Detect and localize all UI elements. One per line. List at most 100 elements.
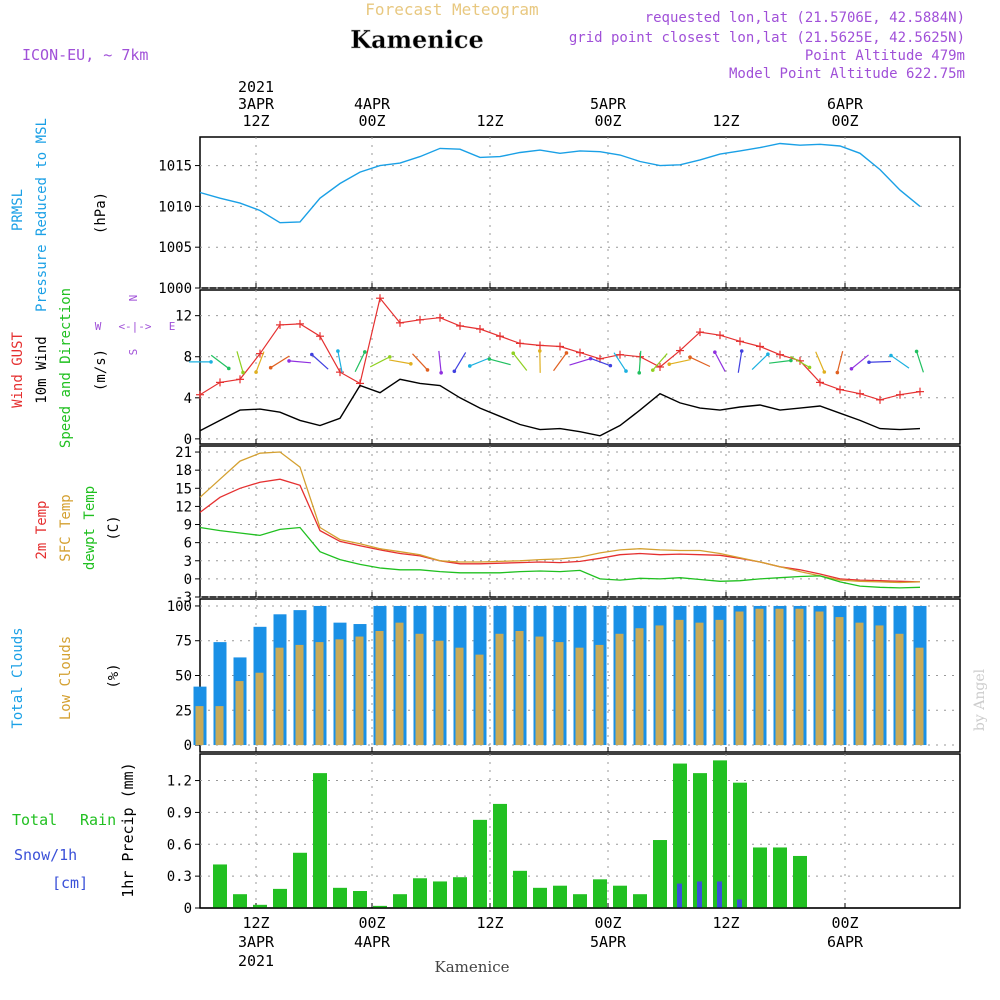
arrow-head (287, 359, 291, 363)
wind-speed-line (199, 378, 921, 437)
y-tick-label: 3 (184, 554, 192, 570)
bottom-axis-label: 00Z (831, 914, 858, 932)
arrow-shaft (469, 357, 491, 367)
top-axis-label: 12Z (476, 112, 503, 130)
low-cloud-bar (795, 608, 804, 746)
arrow-head (667, 362, 672, 366)
arrow-head (425, 368, 430, 372)
arrow-head (713, 350, 717, 354)
arrow-head (254, 370, 258, 374)
pressure-label-2: Pressure Reduced to MSL (34, 118, 50, 312)
rain-bar (453, 877, 467, 908)
rain-bar (713, 760, 727, 908)
wind-direction-arrow (835, 351, 844, 375)
arrow-head (608, 363, 613, 368)
temp-sfc-line (199, 451, 921, 584)
y-tick-label: 0 (184, 738, 192, 754)
gust-line-point (216, 378, 224, 387)
low-cloud-bar (415, 633, 424, 746)
temp-2m-line (199, 478, 921, 583)
rain-bar (373, 905, 387, 908)
wind-direction-arrow (569, 356, 593, 366)
arrow-shaft (553, 352, 567, 372)
low-cloud-bar (675, 619, 684, 746)
wind-direction-arrow (867, 360, 892, 365)
rain-bar (213, 864, 227, 908)
wind-direction-arrow (553, 351, 569, 372)
y-tick-label: 15 (175, 481, 192, 497)
wind-direction-arrow (613, 352, 628, 373)
cloud-unit: (%) (106, 663, 122, 688)
rain-bar (573, 894, 587, 908)
chart-panels: 100010051010101504812-303691215182102550… (158, 136, 961, 917)
compass-w: W (95, 320, 102, 333)
gust-line-point (276, 320, 284, 329)
arrow-head (226, 366, 231, 371)
arrow-head (650, 368, 655, 372)
y-tick-label: 4 (184, 391, 192, 407)
y-tick-label: 0 (184, 432, 192, 448)
arrow-shaft (613, 352, 627, 372)
low-cloud-bar (335, 639, 344, 746)
wind-direction-arrow (511, 351, 528, 371)
y-tick-label: 9 (184, 518, 192, 534)
low-cloud-bar (775, 608, 784, 746)
wind-direction-arrow (914, 349, 924, 373)
temp-label-2: SFC Temp (58, 494, 74, 561)
wind-direction-arrow (287, 359, 312, 364)
panel-frame (199, 445, 961, 598)
arrow-shaft (751, 353, 769, 370)
gust-line-point (196, 390, 204, 399)
temp-unit: (C) (106, 515, 122, 540)
top-axis-label: 12Z (242, 112, 269, 130)
panel-precipitation: 0 0.3 0.6 0.9 1.2 (167, 753, 961, 917)
wind-label-3: Speed and Direction (58, 288, 74, 448)
arrow-shaft (868, 360, 892, 363)
arrow-head (209, 360, 213, 364)
y-tick-label: 21 (175, 445, 192, 461)
arrow-shaft (638, 350, 642, 373)
low-cloud-bar (695, 622, 704, 746)
arrow-shaft (652, 353, 668, 371)
arrow-shaft (453, 352, 467, 372)
y-tick-label: 75 (175, 634, 192, 650)
arrow-shaft (389, 359, 411, 365)
wind-label-1: Wind GUST (10, 332, 26, 408)
arrow-head (336, 349, 340, 353)
low-cloud-bar (755, 608, 764, 746)
wind-direction-arrow (849, 354, 869, 371)
top-axis-label: 3APR (238, 95, 275, 113)
arrow-head (807, 365, 812, 370)
panel-pressure: 1000 1005 1010 1015 (158, 136, 961, 297)
pressure-line (199, 142, 921, 224)
gust-line-point (296, 319, 304, 328)
top-axis-label: 2021 (238, 78, 274, 96)
temp-dewpoint-line (199, 526, 921, 589)
gust-line-point (876, 395, 884, 404)
y-tick-label: 1.2 (167, 774, 192, 790)
arrow-head (564, 351, 569, 355)
y-tick-label: 1000 (158, 281, 192, 297)
rain-bar (273, 888, 287, 908)
y-tick-label: 0 (184, 572, 192, 588)
wind-direction-arrow (189, 360, 213, 364)
panel-frame (199, 289, 961, 445)
rain-bar (553, 885, 567, 908)
wind-direction-arrow (538, 349, 542, 373)
arrow-head (363, 350, 367, 354)
gust-line-point (376, 294, 384, 303)
model-label: ICON-EU, ~ 7km (22, 46, 148, 64)
gust-line-point (336, 368, 344, 377)
wind-direction-arrow (236, 351, 245, 375)
precip-label-total: Total (12, 811, 57, 829)
low-cloud-bar (895, 633, 904, 746)
arrow-head (241, 370, 245, 375)
y-tick-label: 100 (167, 599, 192, 615)
arrow-head (822, 370, 827, 374)
rain-bar (253, 904, 267, 908)
wind-direction-arrow (667, 358, 691, 366)
gust-line-point (696, 328, 704, 337)
model-altitude: Model Point Altitude 622.75m (729, 66, 965, 82)
snow-bar (717, 881, 722, 908)
